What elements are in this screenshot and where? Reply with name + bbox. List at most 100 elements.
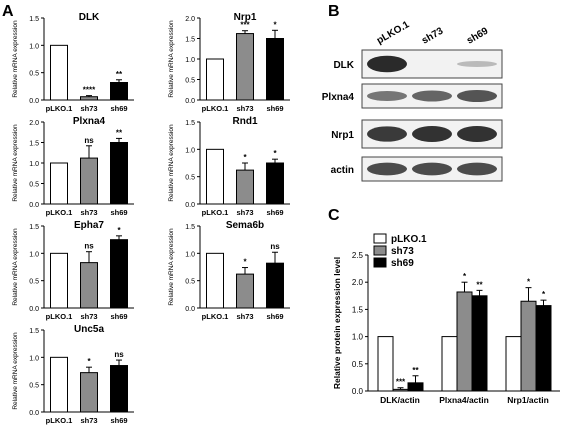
blot-band bbox=[457, 61, 497, 67]
significance-label: * bbox=[273, 149, 277, 158]
significance-label: ** bbox=[116, 70, 123, 79]
y-axis-label: Relative mRNA expression bbox=[12, 124, 19, 202]
y-tick-label: 1.5 bbox=[185, 120, 195, 127]
bar-sh69 bbox=[110, 82, 128, 101]
blot-row-actin: actin bbox=[331, 156, 503, 182]
bar-sh73 bbox=[80, 96, 98, 101]
y-tick-label: 0.5 bbox=[185, 279, 195, 286]
y-tick-label: 1.0 bbox=[29, 355, 39, 362]
bar-sh73 bbox=[456, 291, 473, 392]
y-axis-label: Relative mRNA expression bbox=[168, 20, 175, 98]
bar-pLKO1 bbox=[441, 336, 458, 392]
significance-label: ** bbox=[116, 128, 123, 137]
x-tick-label: sh73 bbox=[80, 104, 97, 113]
bar-sh69 bbox=[110, 142, 128, 205]
blot-band bbox=[367, 126, 407, 142]
y-tick-label: 1.5 bbox=[29, 16, 39, 23]
y-axis-label: Relative mRNA expression bbox=[12, 332, 19, 410]
bar-pLKO1 bbox=[50, 44, 68, 101]
blot-row-label: Nrp1 bbox=[331, 130, 354, 141]
x-tick-label: sh69 bbox=[110, 312, 127, 321]
x-tick-label: sh73 bbox=[80, 208, 97, 217]
bar-pLKO1 bbox=[505, 336, 522, 392]
y-tick-label: 0.5 bbox=[352, 360, 364, 369]
bar-sh69 bbox=[407, 382, 424, 392]
chart-title: DLK bbox=[79, 12, 100, 23]
blot-band bbox=[457, 126, 497, 142]
bar-pLKO1 bbox=[377, 336, 394, 392]
x-tick-label: sh73 bbox=[80, 312, 97, 321]
bar-pLKO1 bbox=[50, 252, 68, 309]
x-tick-label: sh69 bbox=[110, 104, 127, 113]
x-tick-label: sh73 bbox=[80, 416, 97, 425]
y-tick-label: 0.0 bbox=[29, 306, 39, 313]
blot-row-label: actin bbox=[331, 165, 354, 176]
x-tick-label: DLK/actin bbox=[380, 395, 420, 405]
lane-label: sh69 bbox=[465, 25, 491, 46]
legend-label: sh69 bbox=[391, 258, 414, 269]
bar-pLKO1 bbox=[50, 162, 68, 205]
bar-sh69 bbox=[266, 262, 284, 309]
x-tick-label: sh69 bbox=[110, 416, 127, 425]
mrna-chart-plxna4: 0.0 0.5 1.0 1.5 2.0 Relative mRNA expression P… bbox=[12, 116, 134, 217]
bar-sh69 bbox=[266, 162, 284, 205]
x-tick-label: Plxna4/actin bbox=[439, 395, 489, 405]
y-tick-label: 0.0 bbox=[29, 410, 39, 417]
y-tick-label: 2.0 bbox=[29, 120, 39, 127]
significance-label: ns bbox=[114, 350, 124, 359]
x-tick-label: pLKO.1 bbox=[202, 312, 229, 321]
significance-label: *** bbox=[240, 21, 250, 30]
y-tick-label: 1.0 bbox=[29, 43, 39, 50]
y-tick-label: 1.0 bbox=[29, 161, 39, 168]
chart-title: Sema6b bbox=[226, 220, 264, 231]
chart-title: Nrp1 bbox=[234, 12, 257, 23]
legend-label: sh73 bbox=[391, 246, 414, 257]
significance-label: ** bbox=[476, 280, 483, 289]
significance-label: ns bbox=[84, 136, 94, 145]
x-tick-label: sh73 bbox=[236, 312, 253, 321]
significance-label: * bbox=[273, 20, 277, 29]
y-tick-label: 2.0 bbox=[185, 16, 195, 23]
y-tick-label: 1.5 bbox=[185, 224, 195, 231]
significance-label: *** bbox=[396, 378, 406, 387]
significance-label: **** bbox=[83, 86, 96, 95]
significance-label: * bbox=[527, 278, 531, 287]
y-tick-label: 0.5 bbox=[29, 71, 39, 78]
bar-sh69 bbox=[266, 38, 284, 101]
bar-pLKO1 bbox=[206, 58, 224, 101]
bar-sh69 bbox=[110, 365, 128, 413]
y-tick-label: 1.5 bbox=[29, 224, 39, 231]
panel-a-mrna-charts: 0.0 0.5 1.0 1.5 Relative mRNA expression DLK p… bbox=[12, 12, 290, 425]
significance-label: * bbox=[542, 290, 546, 299]
significance-label: ns bbox=[270, 242, 280, 251]
y-axis-label: Relative mRNA expression bbox=[12, 20, 19, 98]
significance-label: ** bbox=[412, 366, 419, 375]
y-tick-label: 1.0 bbox=[185, 147, 195, 154]
y-tick-label: 1.0 bbox=[185, 57, 195, 64]
bar-sh69 bbox=[471, 295, 488, 392]
y-tick-label: 1.0 bbox=[352, 333, 364, 342]
bar-sh73 bbox=[392, 388, 409, 392]
lane-label: sh73 bbox=[420, 25, 446, 46]
blot-band bbox=[412, 126, 452, 142]
y-tick-label: 1.5 bbox=[185, 37, 195, 44]
blot-band bbox=[412, 162, 452, 176]
panel-label-a: A bbox=[2, 3, 14, 20]
bar-sh73 bbox=[80, 372, 98, 413]
y-tick-label: 0.5 bbox=[185, 175, 195, 182]
y-axis-label: Relative mRNA expression bbox=[168, 124, 175, 202]
bar-sh69 bbox=[110, 239, 128, 309]
y-tick-label: 0.0 bbox=[352, 387, 364, 396]
chart-title: Rnd1 bbox=[233, 116, 258, 127]
blot-band bbox=[367, 55, 407, 73]
mrna-chart-rnd1: 0.0 0.5 1.0 1.5 Relative mRNA expression Rnd1… bbox=[168, 116, 290, 217]
blot-band bbox=[457, 89, 497, 103]
panel-label-c: C bbox=[328, 207, 340, 224]
x-tick-label: pLKO.1 bbox=[202, 208, 229, 217]
y-tick-label: 0.5 bbox=[29, 279, 39, 286]
significance-label: ns bbox=[84, 242, 94, 251]
y-tick-label: 0.0 bbox=[185, 202, 195, 209]
panel-c-protein-chart: 0.0 0.5 1.0 1.5 2.0 2.5 Relative protein expre… bbox=[332, 233, 560, 405]
mrna-chart-epha7: 0.0 0.5 1.0 1.5 Relative mRNA expression Epha… bbox=[12, 220, 134, 321]
blot-row-nrp1: Nrp1 bbox=[331, 119, 503, 149]
